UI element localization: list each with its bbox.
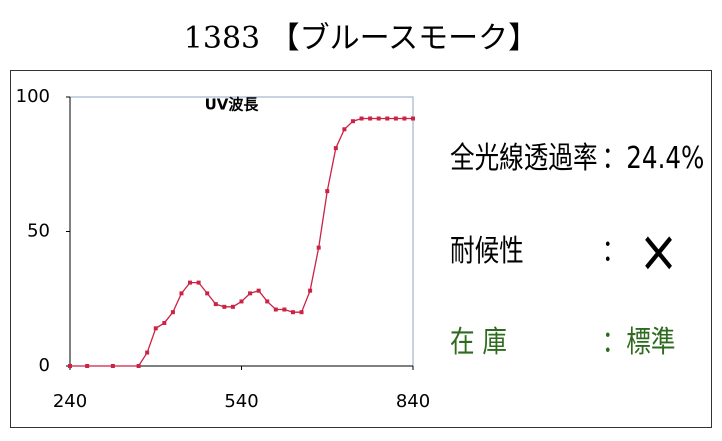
point bbox=[393, 116, 398, 121]
spec-value: ：標準 bbox=[602, 326, 676, 360]
point bbox=[299, 310, 304, 315]
point bbox=[273, 307, 278, 312]
point bbox=[333, 146, 338, 151]
point bbox=[179, 291, 184, 296]
point bbox=[376, 116, 381, 121]
x-tick-label: 840 bbox=[396, 391, 430, 412]
spec-label: 耐候性 bbox=[450, 235, 524, 269]
point bbox=[196, 280, 201, 285]
point bbox=[248, 291, 253, 296]
point bbox=[325, 189, 330, 194]
point bbox=[256, 288, 261, 293]
point bbox=[85, 364, 90, 368]
point bbox=[188, 280, 193, 285]
point bbox=[385, 116, 390, 121]
point bbox=[68, 364, 72, 368]
point bbox=[282, 307, 287, 312]
point bbox=[290, 310, 295, 315]
spec-value: ：24.4% bbox=[602, 142, 705, 176]
point bbox=[145, 350, 150, 355]
spec-label: 全光線透過率 bbox=[450, 142, 598, 176]
point bbox=[222, 304, 227, 309]
point bbox=[316, 245, 321, 250]
point bbox=[359, 116, 364, 121]
series-line bbox=[70, 117, 413, 367]
point bbox=[170, 310, 175, 315]
point bbox=[265, 299, 270, 304]
point bbox=[136, 364, 141, 368]
point bbox=[205, 291, 210, 296]
point bbox=[213, 302, 218, 307]
spec-label: 在 庫 bbox=[450, 326, 507, 360]
page-title: 1383 【ブルースモーク】 bbox=[184, 21, 538, 56]
spec-sep: ： bbox=[602, 235, 627, 269]
point bbox=[308, 288, 313, 293]
point bbox=[230, 304, 235, 309]
point bbox=[411, 116, 415, 121]
chart: UV波長 0 50 100 240 540 840 bbox=[16, 86, 431, 412]
point bbox=[350, 119, 355, 124]
specs: 全光線透過率 ：24.4% 耐候性 ： × 在 庫 ：標準 bbox=[450, 142, 704, 360]
chart-title: UV波長 bbox=[205, 96, 260, 114]
y-tick-label: 100 bbox=[16, 86, 50, 107]
point bbox=[368, 116, 373, 121]
point bbox=[342, 127, 347, 132]
plot-frame bbox=[69, 96, 414, 367]
point bbox=[239, 299, 244, 304]
point bbox=[110, 364, 115, 368]
spec-value: × bbox=[639, 217, 679, 285]
x-tick-label: 240 bbox=[53, 391, 87, 412]
point bbox=[402, 116, 407, 121]
card-frame bbox=[10, 70, 712, 428]
point bbox=[162, 320, 167, 325]
x-tick-label: 540 bbox=[224, 391, 258, 412]
y-tick-label: 50 bbox=[27, 221, 50, 242]
point bbox=[153, 326, 158, 331]
y-tick-label: 0 bbox=[39, 355, 50, 376]
